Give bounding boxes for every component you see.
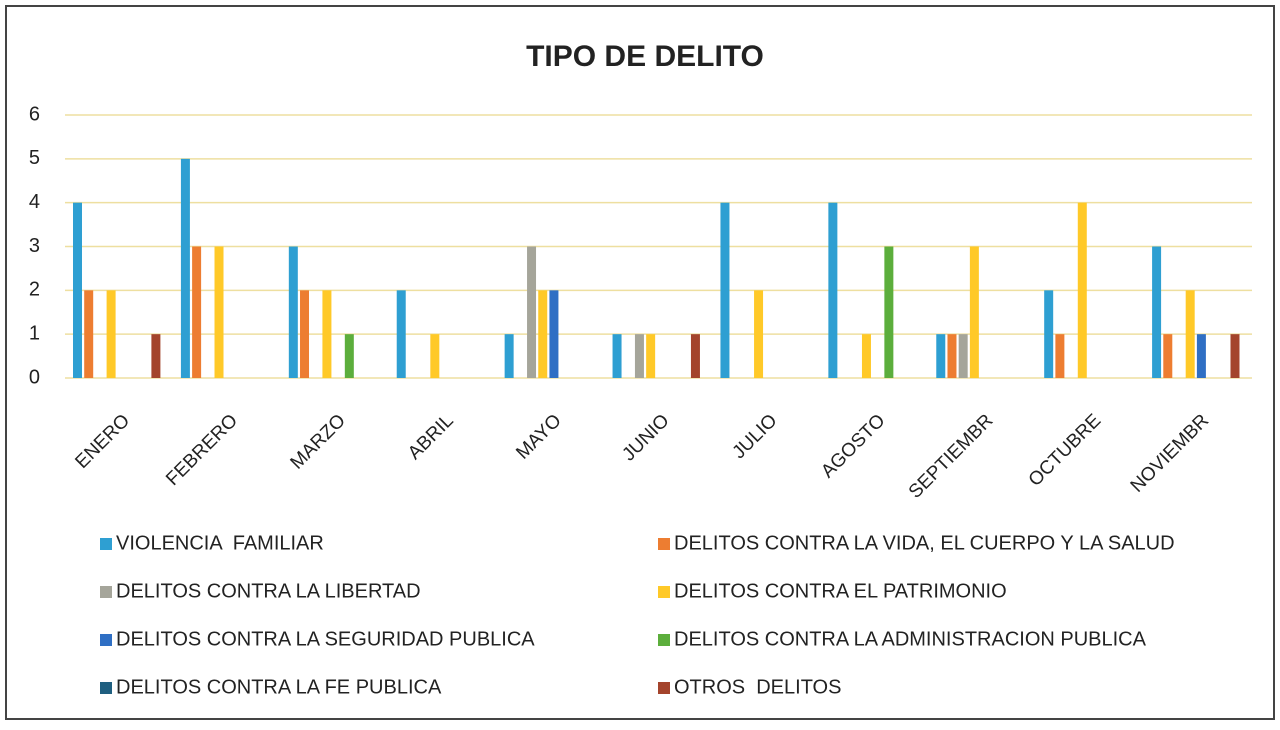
legend-label: DELITOS CONTRA LA VIDA, EL CUERPO Y LA S… [674,532,1175,554]
bar [396,290,406,378]
bar [646,334,656,378]
bar [214,246,224,378]
legend-swatch [100,538,112,550]
legend-swatch [658,538,670,550]
y-tick-label: 5 [29,147,40,169]
bar [690,334,700,378]
bar [538,290,548,378]
bar [344,334,354,378]
bar [151,334,161,378]
bar [754,290,764,378]
bar [430,334,440,378]
legend-swatch [100,586,112,598]
y-tick-label: 1 [29,322,40,344]
bar [969,246,979,378]
bar [549,290,559,378]
legend-swatch [100,634,112,646]
bar [1163,334,1173,378]
bar [1077,202,1087,378]
bar [947,334,957,378]
bar [958,334,968,378]
legend-swatch [100,682,112,694]
legend-label: VIOLENCIA FAMILIAR [116,532,324,554]
legend-swatch [658,634,670,646]
bar [828,202,838,378]
y-tick-label: 6 [29,103,40,125]
bar [300,290,310,378]
legend-swatch [658,586,670,598]
bar [1055,334,1065,378]
legend-label: DELITOS CONTRA LA ADMINISTRACION PUBLICA [674,628,1147,650]
legend-label: DELITOS CONTRA LA FE PUBLICA [116,676,442,698]
bar [322,290,332,378]
bar [1230,334,1240,378]
bar [504,334,514,378]
bar [527,246,537,378]
bar [180,158,190,378]
bar [861,334,871,378]
bar [1185,290,1195,378]
bar [106,290,116,378]
legend-label: DELITOS CONTRA LA LIBERTAD [116,580,421,602]
bar [288,246,298,378]
bar [936,334,946,378]
bar [720,202,730,378]
bar [192,246,202,378]
bar [73,202,82,378]
legend-label: OTROS DELITOS [674,676,841,698]
bar [612,334,622,378]
legend-label: DELITOS CONTRA LA SEGURIDAD PUBLICA [116,628,535,650]
bar [634,334,644,378]
legend-swatch [658,682,670,694]
chart-title: TIPO DE DELITO [526,40,764,73]
y-tick-label: 4 [29,191,40,213]
y-tick-label: 3 [29,235,40,257]
legend-label: DELITOS CONTRA EL PATRIMONIO [674,580,1007,602]
bar [884,246,894,378]
bar [84,290,94,378]
y-tick-label: 2 [29,279,40,301]
bar [1152,246,1162,378]
y-tick-label: 0 [29,366,40,388]
bar [1196,334,1206,378]
bar [1044,290,1054,378]
